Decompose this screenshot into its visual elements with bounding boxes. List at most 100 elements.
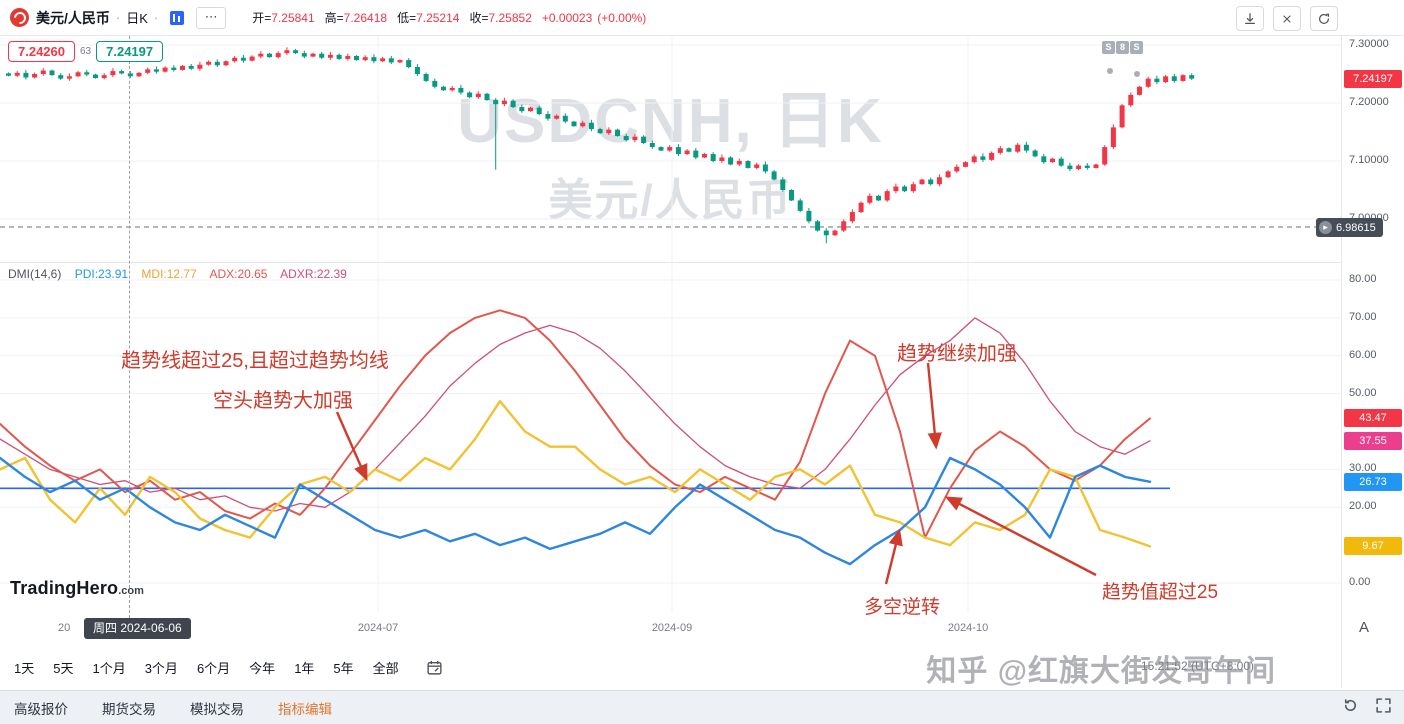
fullscreen-button[interactable]: [1375, 697, 1392, 719]
mdi-value: MDI:12.77: [141, 267, 197, 281]
footer-tab[interactable]: 高级报价: [14, 701, 68, 717]
change-value: +0.00023: [541, 10, 593, 25]
clipped-date-label: 20: [58, 622, 71, 634]
brand-suffix: .com: [118, 585, 144, 597]
range-button[interactable]: 6个月: [196, 661, 231, 676]
range-button[interactable]: 1个月: [92, 661, 126, 676]
pdi-value: PDI:23.91: [74, 267, 129, 281]
footer-tab[interactable]: 指标编辑: [278, 701, 332, 717]
open-label: 开=: [252, 11, 272, 25]
range-button[interactable]: 1天: [14, 661, 35, 676]
dmi-indicator-panel[interactable]: DMI(14,6) PDI:23.91 MDI:12.77 ADX:20.65 …: [0, 262, 1341, 612]
adx-value: ADX:20.65: [209, 267, 268, 281]
brand-name: TradingHero: [10, 578, 119, 598]
footer-tab-bar: 高级报价 期货交易 模拟交易 指标编辑: [0, 690, 1404, 724]
close-label: 收=: [469, 11, 489, 25]
buy-price-button[interactable]: 7.24197: [96, 41, 164, 62]
low-label: 低=: [397, 11, 417, 25]
trade-marker: S: [1130, 41, 1143, 54]
candlestick-chart[interactable]: [0, 36, 1341, 262]
refresh-icon: [1319, 13, 1330, 24]
app-logo-icon: [10, 8, 29, 27]
change-percent: (+0.00%): [597, 10, 647, 25]
dmi-line-mdi: [0, 399, 1152, 548]
low-price-value: 6.98615: [1336, 221, 1376, 234]
time-axis-label: 2024-09: [651, 622, 693, 634]
adxr-value: ADXR:22.39: [280, 267, 347, 281]
axis-label: 80.00: [1349, 273, 1377, 285]
top-toolbar: 美元/人民币 · 日K · ⋯ 开= 7.25841 高= 7.26418 低= 7.…: [0, 0, 1404, 36]
site-watermark: 知乎 @红旗大街发哥午间: [926, 655, 1276, 688]
axis-label: 70.00: [1349, 310, 1377, 323]
dmi-title: DMI(14,6): [8, 267, 62, 281]
close-panel-button[interactable]: [1273, 6, 1301, 31]
axis-badge: 43.47: [1344, 409, 1402, 428]
brand-logo: TradingHero.com: [10, 578, 144, 599]
footer-tab[interactable]: 模拟交易: [190, 701, 244, 717]
low-value: 7.25214: [416, 10, 460, 25]
close-value: 7.25852: [488, 10, 532, 25]
time-axis-label: 2024-07: [357, 622, 399, 634]
high-value: 7.26418: [343, 10, 388, 25]
download-button[interactable]: [1236, 6, 1264, 31]
axis-label: 7.20000: [1349, 96, 1389, 108]
auto-scale-button[interactable]: A: [1359, 619, 1370, 636]
range-button[interactable]: 3个月: [144, 661, 178, 676]
ohlc-readout: 开= 7.25841 高= 7.26418 低= 7.25214 收= 7.25852 …: [242, 9, 646, 26]
panel-divider: [0, 262, 1341, 263]
axis-label: 7.10000: [1349, 154, 1389, 166]
chart-style-icon[interactable]: [170, 10, 185, 25]
time-axis[interactable]: 20 周四 2024-06-06 2024-07 2024-09 2024-10: [0, 612, 1341, 645]
range-toolbar: 1天 5天 1个月 3个月 6个月 今年 1年 5年 全部: [0, 645, 1404, 690]
trade-marker-dot: [1134, 71, 1140, 77]
open-value: 7.25841: [271, 10, 315, 25]
crosshair-vertical-line: [129, 36, 130, 618]
timeframe-label[interactable]: 日K: [126, 11, 148, 26]
chart-watermark-name: 美元/人民币: [548, 176, 793, 225]
reset-view-button[interactable]: [1310, 6, 1338, 31]
axis-label: 60.00: [1349, 348, 1377, 361]
dmi-header: DMI(14,6) PDI:23.91 MDI:12.77 ADX:20.65 …: [8, 267, 357, 281]
low-price-badge: ▸ 6.98615: [1316, 218, 1383, 237]
reload-button[interactable]: [1342, 697, 1359, 719]
symbol-title: 美元/人民币: [36, 9, 110, 26]
dmi-line-adxr: [0, 317, 1151, 512]
dmi-line-pdi: [0, 456, 1152, 566]
quote-buttons: 7.24260 63 7.24197: [8, 41, 164, 62]
range-button[interactable]: 5年: [333, 661, 354, 676]
dmi-line-adx: [0, 309, 1151, 539]
reload-icon: [1344, 699, 1357, 712]
spread-value: 63: [80, 46, 92, 57]
axis-badge: 9.67: [1344, 537, 1402, 556]
low-marker-icon: ▸: [1319, 221, 1332, 234]
time-axis-label: 2024-10: [947, 622, 989, 634]
sell-price-button[interactable]: 7.24260: [8, 41, 75, 62]
range-button[interactable]: 5天: [53, 661, 74, 676]
chart-watermark-symbol: USDCNH, 日K: [457, 87, 884, 156]
axis-badge: 26.73: [1344, 472, 1402, 491]
axis-label: 50.00: [1349, 386, 1377, 399]
price-axis[interactable]: A 7.300007.200007.100007.0000080.0070.00…: [1341, 36, 1404, 688]
range-button[interactable]: 1年: [294, 661, 315, 676]
custom-range-button[interactable]: [426, 659, 443, 676]
dmi-chart[interactable]: [0, 262, 1341, 612]
axis-label: 7.30000: [1349, 38, 1389, 50]
trade-marker: S: [1102, 41, 1115, 54]
fullscreen-icon: [1376, 698, 1391, 713]
trade-marker-dot: [1107, 68, 1113, 74]
range-button[interactable]: 今年: [249, 661, 276, 676]
clock-readout: 15:21:52 (UTC+8:00): [1140, 659, 1254, 673]
more-button[interactable]: ⋯: [196, 6, 227, 29]
footer-tab[interactable]: 期货交易: [102, 701, 156, 717]
axis-badge: 7.24197: [1344, 69, 1402, 88]
calendar-icon: [427, 660, 442, 675]
range-button[interactable]: 全部: [372, 661, 399, 676]
price-chart-panel[interactable]: USDCNH, 日K 美元/人民币: [0, 36, 1341, 262]
separator-dot: ·: [153, 10, 159, 25]
axis-label: 20.00: [1349, 500, 1377, 513]
axis-label: 30.00: [1349, 462, 1377, 475]
axis-badge: 37.55: [1344, 431, 1402, 450]
close-icon: [1283, 14, 1291, 23]
separator-dot: ·: [115, 10, 121, 25]
